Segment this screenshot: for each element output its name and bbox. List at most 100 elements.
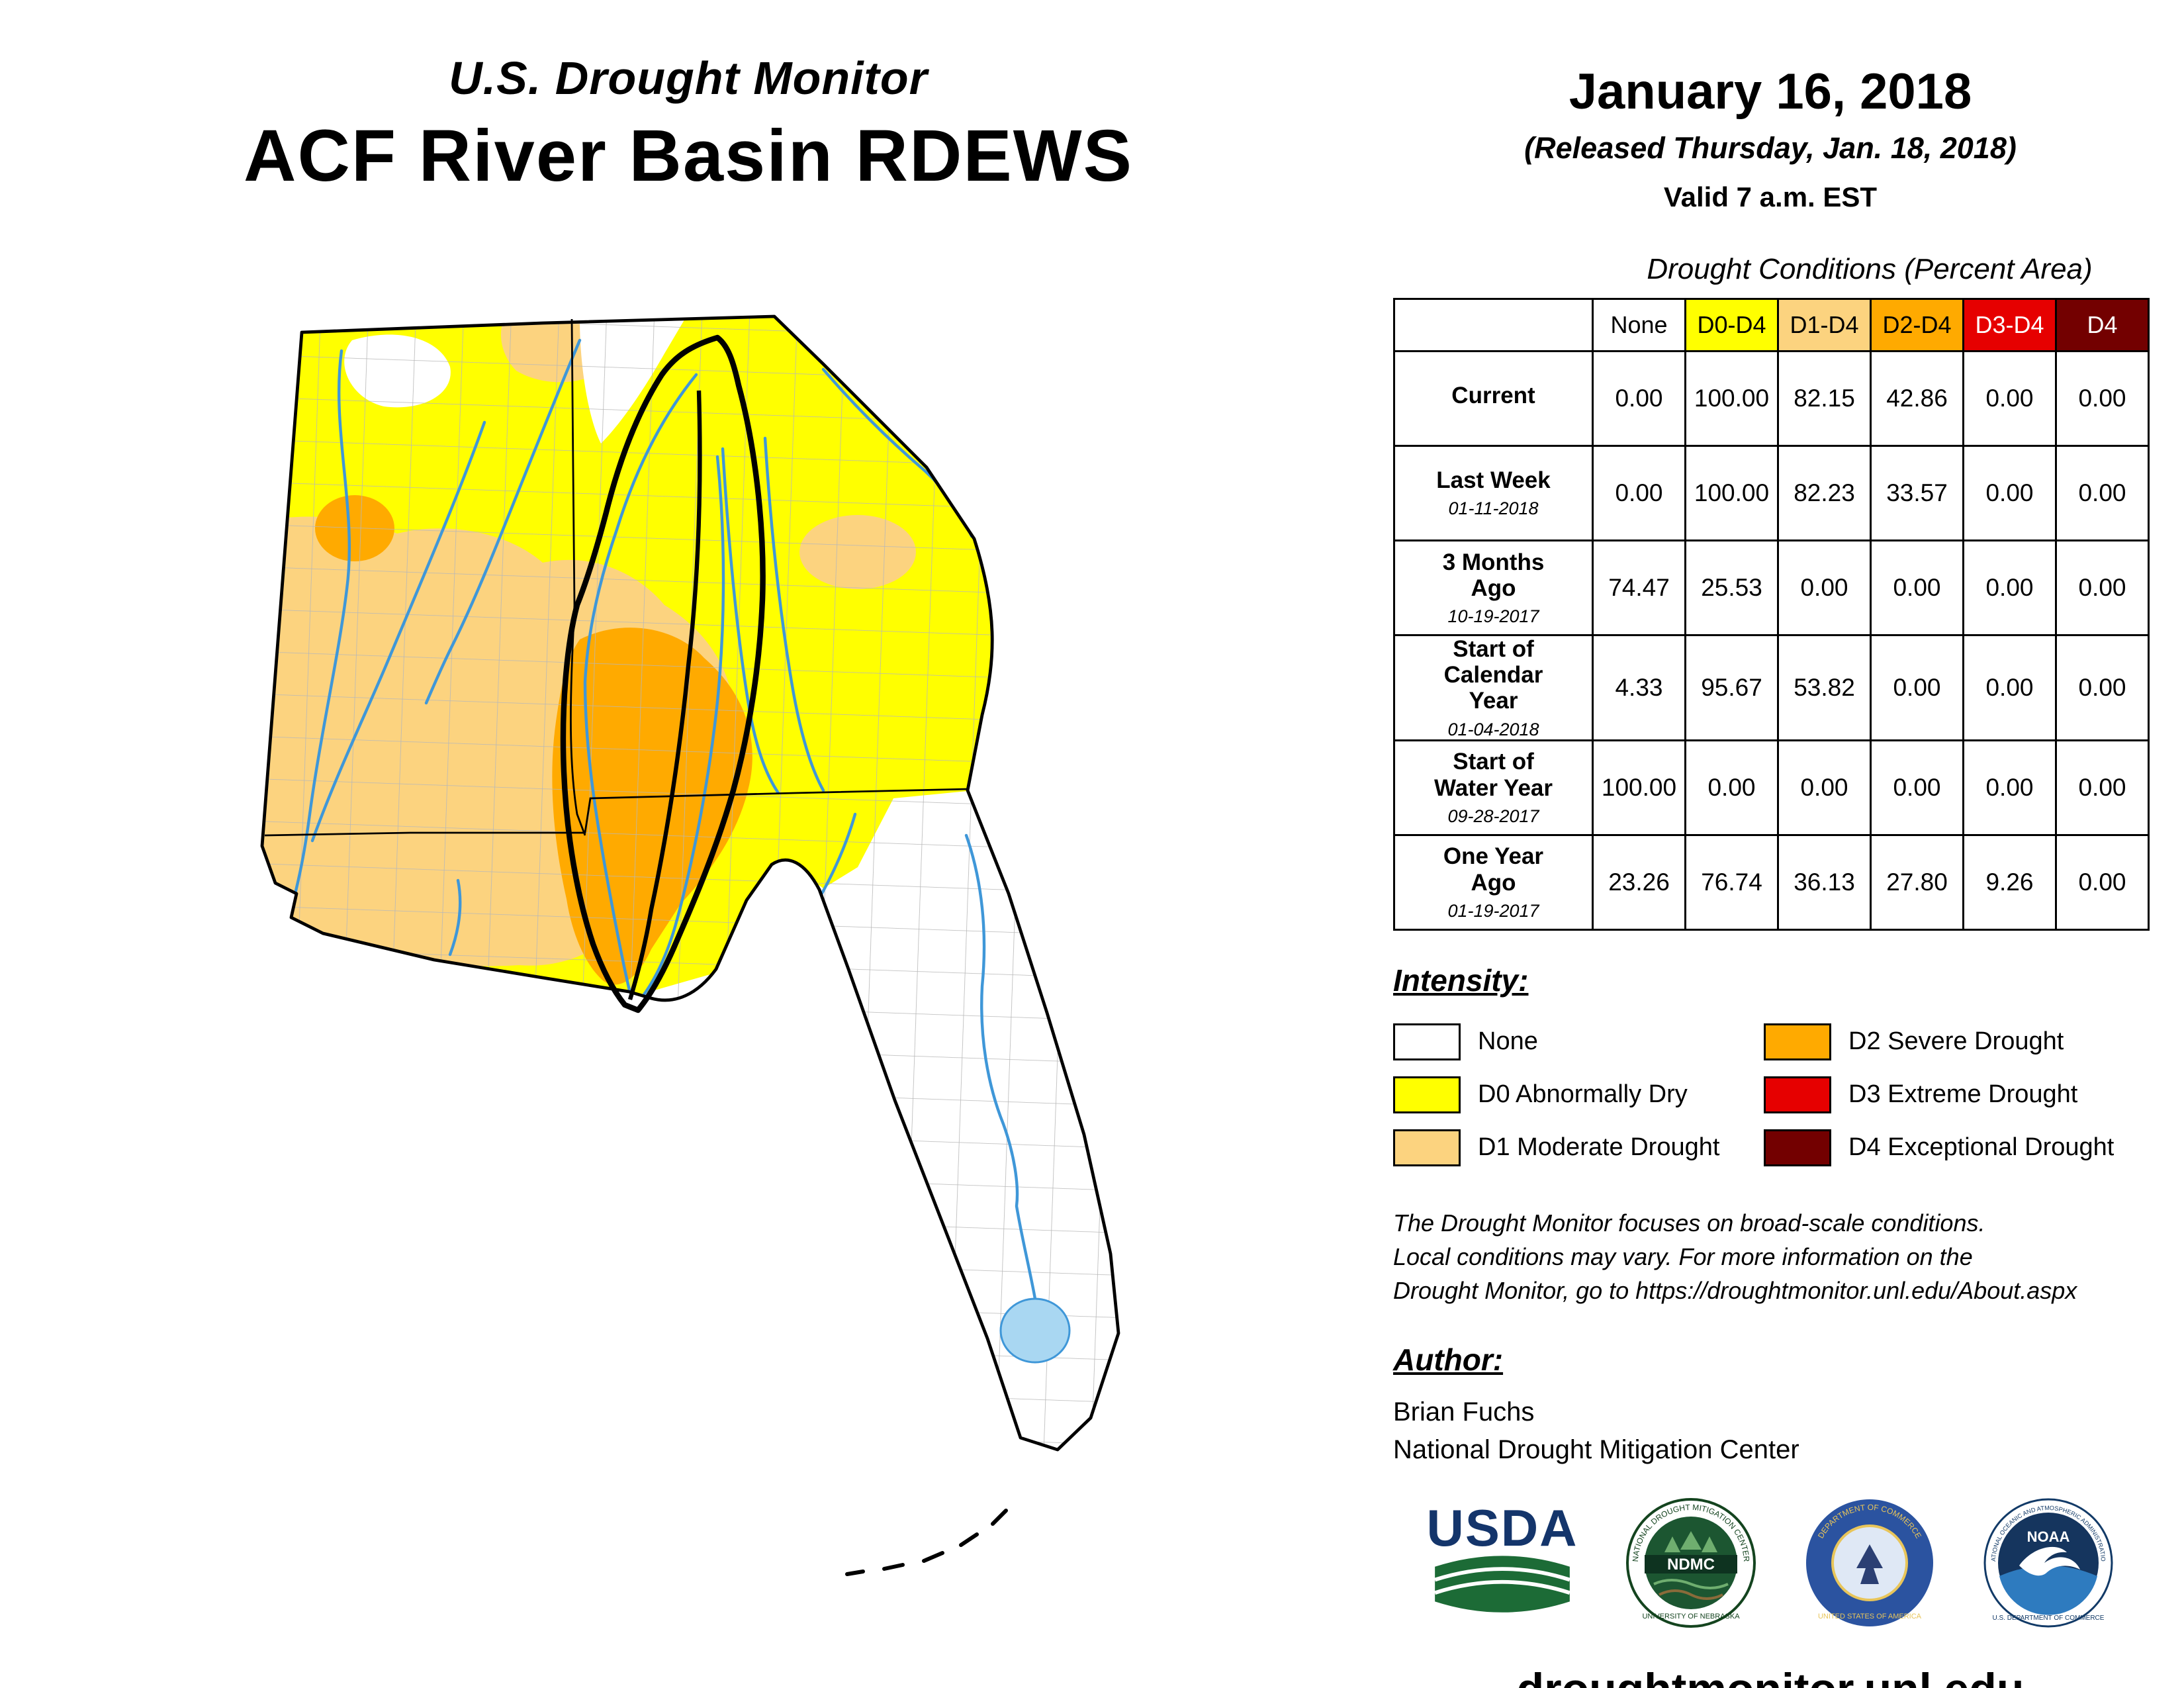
author-name: Brian Fuchs [1393, 1397, 1535, 1427]
table-cell: 100.00 [1592, 739, 1686, 836]
page-title: ACF River Basin RDEWS [244, 115, 1133, 197]
table-cell: 0.00 [1870, 739, 1964, 836]
legend-swatch-d0 [1393, 1076, 1461, 1113]
legend-swatch-d2 [1764, 1023, 1831, 1060]
legend-swatch-d4 [1764, 1129, 1831, 1166]
col-d0-d4: D0-D4 [1684, 298, 1779, 352]
row-label-date: 01-19-2017 [1447, 900, 1539, 921]
row-label: Start of Water Year 09-28-2017 [1393, 739, 1594, 836]
usda-field-icon [1434, 1555, 1570, 1613]
row-label-date: 01-04-2018 [1447, 719, 1539, 739]
table-cell: 0.00 [1592, 445, 1686, 541]
table-cell: 0.00 [1777, 539, 1872, 636]
row-label-text: One Year Ago [1443, 843, 1544, 896]
table-row: Start of Water Year 09-28-2017 100.00 0.0… [1393, 739, 2150, 836]
coastline [260, 314, 1120, 1452]
ndmc-logo: NATIONAL DROUGHT MITIGATION CENTER NDMC … [1626, 1498, 1756, 1628]
noaa-logo: NATIONAL OCEANIC AND ATMOSPHERIC ADMINIS… [1982, 1497, 2113, 1628]
map-date: January 16, 2018 [1569, 64, 1972, 120]
author-heading: Author: [1393, 1342, 1504, 1378]
table-cell: 27.80 [1870, 833, 1964, 931]
lake-okeechobee [999, 1297, 1071, 1364]
row-label-date: 09-28-2017 [1447, 806, 1539, 826]
row-label-text: Last Week [1436, 467, 1551, 494]
col-d4: D4 [2055, 298, 2150, 352]
table-cell: 0.00 [2055, 539, 2150, 636]
legend-item: D2 Severe Drought [1764, 1023, 2148, 1060]
table-cell: 42.86 [1870, 350, 1964, 447]
table-row: Last Week 01-11-2018 0.00 100.00 82.23 33… [1393, 445, 2150, 541]
row-label-text: Start of Water Year [1434, 749, 1553, 801]
legend-swatch-none [1393, 1023, 1461, 1060]
ndmc-center-text: NDMC [1667, 1556, 1715, 1573]
col-d1-d4: D1-D4 [1777, 298, 1872, 352]
table-cell: 25.53 [1684, 539, 1779, 636]
legend-label: D2 Severe Drought [1848, 1027, 2064, 1056]
table-cell: 0.00 [1962, 350, 2057, 447]
legend-swatch-d1 [1393, 1129, 1461, 1166]
valid-time: Valid 7 a.m. EST [1663, 181, 1878, 212]
disclaimer-line: Local conditions may vary. For more info… [1393, 1243, 1973, 1270]
legend-label: D3 Extreme Drought [1848, 1080, 2078, 1109]
row-label-text: Start of Calendar Year [1443, 636, 1543, 714]
table-cell: 0.00 [1592, 350, 1686, 447]
noaa-ring-bottom-text: U.S. DEPARTMENT OF COMMERCE [1993, 1615, 2105, 1622]
info-panel: January 16, 2018 (Released Thursday, Jan… [1393, 63, 2150, 1688]
noaa-center-text: NOAA [2027, 1528, 2070, 1545]
table-corner [1393, 298, 1594, 352]
row-label-text: 3 Months Ago [1442, 549, 1545, 601]
commerce-ring-bottom-text: UNITED STATES OF AMERICA [1818, 1613, 1922, 1620]
florida-keys [845, 1509, 1008, 1576]
legend-item: D1 Moderate Drought [1393, 1129, 1764, 1166]
table-cell: 33.57 [1870, 445, 1964, 541]
row-label: 3 Months Ago 10-19-2017 [1393, 539, 1594, 636]
disclaimer-line: Drought Monitor, go to https://droughtmo… [1393, 1277, 2077, 1305]
table-cell: 0.00 [1777, 739, 1872, 836]
table-cell: 36.13 [1777, 833, 1872, 931]
table-cell: 76.74 [1684, 833, 1779, 931]
usda-wordmark: USDA [1426, 1498, 1578, 1557]
row-label-text: Current [1451, 383, 1535, 409]
table-cell: 53.82 [1777, 634, 1872, 741]
col-none: None [1592, 298, 1686, 352]
table-cell: 0.00 [1962, 739, 2057, 836]
map-container [225, 311, 1218, 1642]
usda-logo: USDA [1426, 1502, 1578, 1624]
legend-title: Intensity: [1393, 962, 1529, 998]
table-header-row: None D0-D4 D1-D4 D2-D4 D3-D4 D4 [1393, 298, 2150, 352]
legend-label: None [1478, 1027, 1538, 1056]
legend-item: D0 Abnormally Dry [1393, 1076, 1764, 1113]
row-label-date: 10-19-2017 [1447, 606, 1539, 627]
table-cell: 4.33 [1592, 634, 1686, 741]
row-label: One Year Ago 01-19-2017 [1393, 833, 1594, 931]
col-d3-d4: D3-D4 [1962, 298, 2057, 352]
ndmc-ring-bottom-text: UNIVERSITY OF NEBRASKA [1642, 1613, 1740, 1620]
row-label: Last Week 01-11-2018 [1393, 445, 1594, 541]
table-cell: 82.23 [1777, 445, 1872, 541]
table-cell: 0.00 [1962, 445, 2057, 541]
row-label: Start of Calendar Year 01-04-2018 [1393, 634, 1594, 741]
table-cell: 82.15 [1777, 350, 1872, 447]
table-cell: 23.26 [1592, 833, 1686, 931]
table-row: Start of Calendar Year 01-04-2018 4.33 95… [1393, 634, 2150, 741]
legend-item: D4 Exceptional Drought [1764, 1129, 2148, 1166]
table-row: One Year Ago 01-19-2017 23.26 76.74 36.13… [1393, 833, 2150, 931]
table-caption: Drought Conditions (Percent Area) [1647, 253, 2093, 285]
legend-swatch-d3 [1764, 1076, 1831, 1113]
legend-label: D0 Abnormally Dry [1478, 1080, 1688, 1109]
table-cell: 0.00 [2055, 445, 2150, 541]
table-row: 3 Months Ago 10-19-2017 74.47 25.53 0.00 … [1393, 539, 2150, 636]
col-d2-d4: D2-D4 [1870, 298, 1964, 352]
disclaimer: The Drought Monitor focuses on broad-sca… [1393, 1206, 2148, 1307]
table-cell: 100.00 [1684, 350, 1779, 447]
table-cell: 0.00 [1870, 539, 1964, 636]
report-series-title: U.S. Drought Monitor [449, 52, 928, 104]
drought-map [260, 314, 1120, 1576]
table-cell: 0.00 [2055, 739, 2150, 836]
legend-item: D3 Extreme Drought [1764, 1076, 2148, 1113]
author-org: National Drought Mitigation Center [1393, 1435, 1799, 1465]
row-label-date: 01-11-2018 [1448, 498, 1539, 519]
table-cell: 0.00 [1962, 539, 2057, 636]
table-cell: 95.67 [1684, 634, 1779, 741]
disclaimer-line: The Drought Monitor focuses on broad-sca… [1393, 1209, 1985, 1237]
